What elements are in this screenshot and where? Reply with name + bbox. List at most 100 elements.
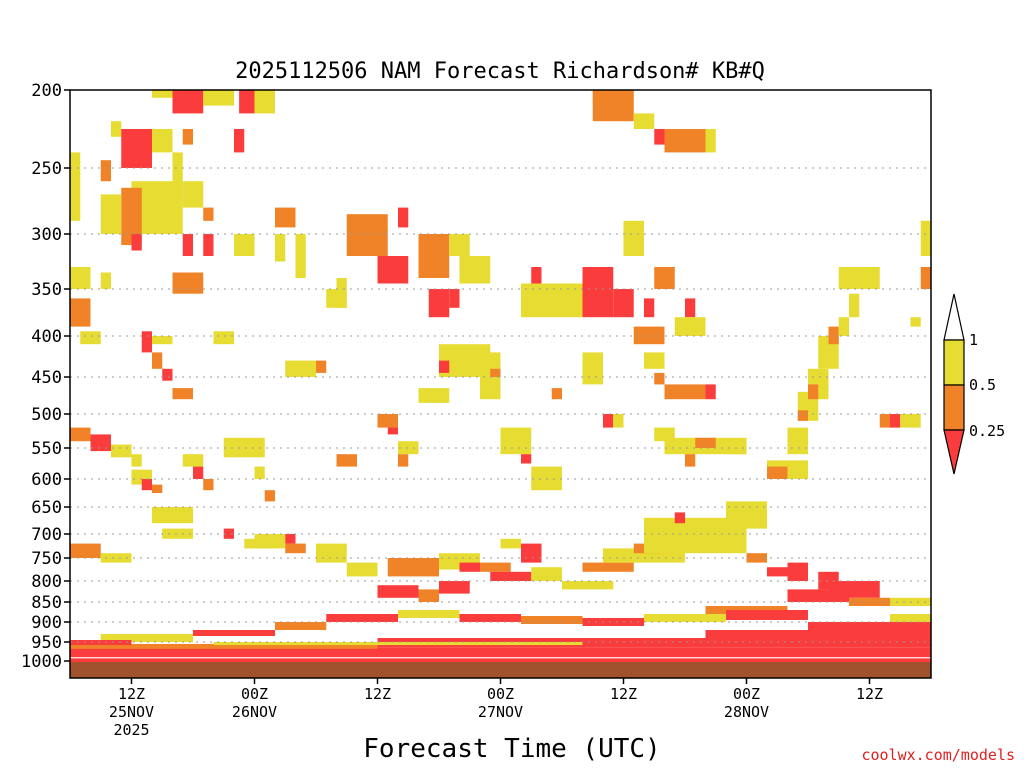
x-tick-label: 00Z — [241, 685, 268, 703]
legend-label: 0.25 — [969, 422, 1005, 440]
ri-patch-r — [767, 567, 788, 577]
ri-patch-o — [100, 160, 111, 182]
y-tick-label: 750 — [31, 549, 62, 569]
ri-patch-r — [131, 234, 142, 251]
legend-swatch-orange — [943, 384, 965, 431]
ri-patch-r — [439, 360, 450, 373]
ri-patch-r — [644, 298, 655, 318]
ri-patch-o — [480, 562, 511, 572]
ri-patch-y — [705, 129, 716, 153]
ri-patch-y — [100, 194, 122, 234]
ri-patch-o — [70, 643, 378, 649]
ground-band — [70, 662, 931, 678]
ri-patch-y — [787, 427, 808, 455]
ri-patch-y — [459, 256, 491, 284]
ri-patch-r — [582, 618, 644, 626]
ri-patch-r — [890, 414, 901, 428]
credit-text: coolwx.com/models — [861, 746, 1015, 764]
ri-patch-y — [182, 181, 204, 208]
ri-patch-o — [377, 414, 398, 428]
ri-patch-o — [121, 187, 142, 245]
ri-patch-y — [152, 336, 173, 345]
ri-patch-o — [203, 479, 214, 491]
ri-patch-o — [767, 466, 788, 479]
ri-patch-y — [398, 441, 419, 455]
ri-patch-r — [141, 331, 152, 353]
y-tick-label: 600 — [31, 470, 62, 490]
ri-patch-y — [326, 289, 347, 308]
ri-patch-o — [797, 410, 808, 421]
ri-patch-o — [879, 414, 890, 428]
y-tick-label: 900 — [31, 613, 62, 633]
ri-patch-y — [633, 113, 655, 129]
y-tick-label: 500 — [31, 405, 62, 425]
ri-patch-r — [326, 614, 398, 622]
ri-patch-y — [213, 331, 234, 345]
x-tick-label: 00Z — [733, 685, 760, 703]
ri-patch-y — [213, 642, 583, 646]
ri-patch-y — [562, 581, 614, 590]
ri-patch-y — [172, 152, 183, 234]
ri-patch-r — [285, 534, 296, 544]
ri-patch-o — [521, 616, 583, 624]
y-tick-label: 700 — [31, 525, 62, 545]
ri-patch-o — [275, 207, 296, 228]
y-tick-label: 400 — [31, 327, 62, 347]
ri-patch-y — [449, 234, 470, 256]
ri-patch-y — [623, 220, 644, 256]
ri-patch-r — [377, 585, 419, 598]
ri-patch-y — [254, 466, 265, 479]
ri-patch-y — [223, 437, 265, 458]
ri-patch-r — [449, 289, 460, 308]
ri-patch-o — [275, 622, 327, 630]
ri-patch-r — [787, 562, 808, 581]
legend-swatch-top — [943, 293, 965, 341]
ri-patch-r — [613, 289, 634, 318]
legend-swatch-bottom — [943, 429, 965, 475]
ri-patch-o — [551, 388, 562, 400]
ri-patch-y — [244, 538, 275, 549]
ri-patch-y — [203, 90, 234, 106]
ri-patch-o — [664, 384, 685, 400]
ri-patch-r — [459, 562, 480, 572]
y-tick-label: 200 — [31, 81, 62, 101]
ri-patch-r — [603, 414, 614, 428]
ri-patch-y — [275, 234, 286, 262]
ri-patch-o — [346, 214, 388, 256]
ri-patch-r — [521, 543, 542, 563]
ri-patch-r — [705, 384, 716, 400]
ri-patch-y — [849, 293, 860, 318]
ri-patch-y — [674, 317, 706, 336]
x-tick-label: 25NOV — [109, 703, 154, 721]
ri-patch-y — [131, 454, 142, 467]
y-tick-label: 300 — [31, 225, 62, 245]
legend-label: 0.5 — [969, 376, 996, 394]
ri-patch-o — [316, 360, 327, 373]
ri-patch-o — [654, 267, 675, 289]
ri-patch-y — [100, 634, 193, 642]
ri-patch-y — [838, 317, 849, 336]
ri-patch-o — [418, 234, 450, 278]
ri-patch-y — [644, 352, 665, 369]
y-tick-label: 250 — [31, 159, 62, 179]
ri-patch-r — [172, 90, 204, 114]
ri-patch-o — [633, 326, 665, 345]
ri-patch-o — [336, 454, 357, 467]
ri-patch-r — [141, 479, 152, 491]
ri-patch-r — [398, 207, 409, 228]
ri-patch-r — [239, 90, 255, 114]
ri-patch-r — [90, 434, 111, 452]
ri-patch-o — [490, 368, 501, 377]
ri-patch-o — [152, 352, 163, 369]
ri-patch-o — [398, 454, 409, 467]
ri-patch-r — [223, 528, 234, 539]
ri-patch-y — [100, 553, 132, 563]
ri-patch-o — [70, 298, 91, 327]
ri-patch-y — [890, 614, 931, 622]
ground-rect — [70, 662, 931, 678]
ri-patch-y — [398, 610, 460, 618]
x-tick-label: 12Z — [856, 685, 883, 703]
ri-patch-o — [152, 484, 163, 493]
ri-patch-o — [654, 372, 665, 385]
